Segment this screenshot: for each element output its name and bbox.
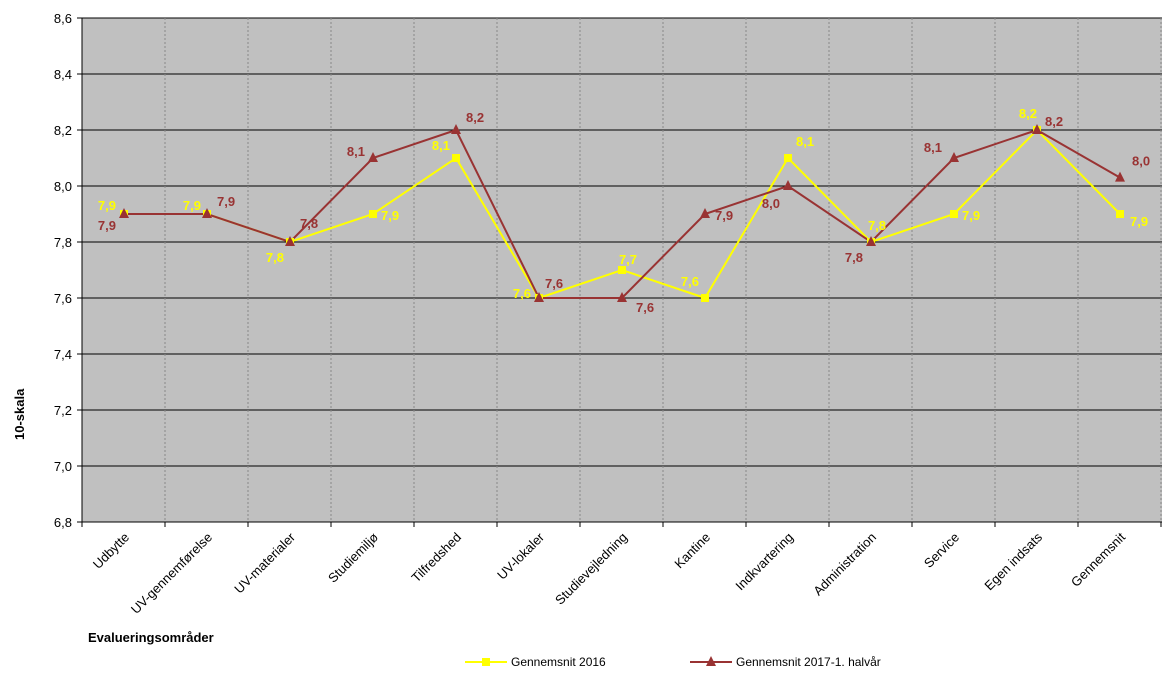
y-axis-title: 10-skala	[12, 388, 27, 440]
data-label: 8,2	[1019, 106, 1037, 121]
data-label: 7,9	[715, 208, 733, 223]
data-label: 8,1	[796, 134, 814, 149]
data-point	[119, 208, 129, 218]
x-tick-label: Kantine	[671, 530, 713, 572]
legend: Gennemsnit 2016 Gennemsnit 2017-1. halvår	[465, 655, 881, 669]
x-tick-label: UV-lokaler	[494, 529, 547, 582]
data-label: 8,2	[466, 110, 484, 125]
y-tick-label: 6,8	[54, 515, 72, 530]
data-point	[618, 266, 626, 274]
data-point	[452, 154, 460, 162]
data-point	[202, 208, 212, 218]
x-tick-label: Studievejledning	[552, 530, 630, 608]
data-point	[700, 208, 710, 218]
x-tick-label: Tilfredshed	[408, 530, 464, 586]
data-point	[617, 292, 627, 302]
data-labels: 7,9 7,9 7,8 7,9 8,1 7,6 7,7 7,6 8,1 7,8 7,9 8,2 7,9 7…	[98, 106, 1150, 315]
y-tick-label: 8,6	[54, 11, 72, 26]
data-label: 7,9	[1130, 214, 1148, 229]
data-label: 7,8	[868, 218, 886, 233]
data-label: 8,2	[1045, 114, 1063, 129]
data-label: 7,7	[619, 252, 637, 267]
data-point	[534, 292, 544, 302]
data-label: 8,0	[762, 196, 780, 211]
data-point	[451, 124, 461, 134]
data-point	[949, 152, 959, 162]
y-tick-label: 8,4	[54, 67, 72, 82]
data-point	[368, 152, 378, 162]
data-label: 8,1	[432, 138, 450, 153]
legend-marker	[482, 658, 490, 666]
data-label: 7,9	[381, 208, 399, 223]
data-point	[369, 210, 377, 218]
x-tick-label: Indkvartering	[732, 530, 796, 594]
data-label: 7,6	[545, 276, 563, 291]
data-label: 7,6	[513, 286, 531, 301]
data-label: 8,1	[347, 144, 365, 159]
data-point	[783, 180, 793, 190]
x-tick-label: Studiemiljø	[325, 529, 381, 585]
data-label: 8,1	[924, 140, 942, 155]
x-tick-label: UV-materialer	[231, 529, 298, 596]
y-tick-label: 7,0	[54, 459, 72, 474]
data-label: 7,9	[183, 198, 201, 213]
y-tick-label: 8,2	[54, 123, 72, 138]
data-point	[1032, 124, 1042, 134]
data-point	[866, 236, 876, 246]
series-markers	[119, 124, 1125, 302]
data-label: 7,9	[217, 194, 235, 209]
data-point	[950, 210, 958, 218]
data-label: 7,8	[300, 216, 318, 231]
data-point	[1115, 171, 1125, 182]
y-tick-label: 7,8	[54, 235, 72, 250]
legend-label: Gennemsnit 2017-1. halvår	[736, 655, 881, 669]
data-point	[784, 154, 792, 162]
x-axis-title: Evalueringsområder	[88, 630, 214, 645]
x-tick-label: UV-gennemførelse	[128, 530, 215, 617]
x-tick-label: Udbytte	[90, 530, 132, 572]
data-label: 7,8	[845, 250, 863, 265]
data-label: 8,0	[1132, 154, 1150, 169]
data-label: 7,9	[98, 198, 116, 213]
data-label: 7,9	[962, 208, 980, 223]
x-tick-label: Egen indsats	[981, 529, 1045, 593]
data-label: 7,6	[636, 300, 654, 315]
y-tick-label: 7,4	[54, 347, 72, 362]
data-point	[701, 294, 709, 302]
y-tick-label: 8,0	[54, 179, 72, 194]
data-point	[285, 236, 295, 246]
x-tick-label: Administration	[810, 530, 879, 599]
data-label: 7,8	[266, 250, 284, 265]
x-tick-label: Gennemsnit	[1068, 529, 1128, 589]
y-axis: 6,8 7,0 7,2 7,4 7,6 7,8 8,0 8,2 8,4 8,6	[54, 11, 83, 530]
data-point	[1116, 210, 1124, 218]
legend-label: Gennemsnit 2016	[511, 655, 606, 669]
y-tick-label: 7,2	[54, 403, 72, 418]
legend-marker	[706, 656, 716, 666]
data-label: 7,9	[98, 218, 116, 233]
x-tick-label: Service	[921, 530, 962, 571]
y-tick-label: 7,6	[54, 291, 72, 306]
data-label: 7,6	[681, 274, 699, 289]
